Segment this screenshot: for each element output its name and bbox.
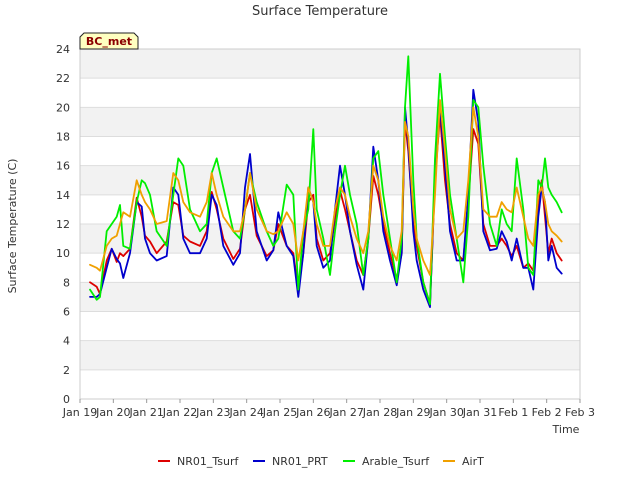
x-tick-label: Jan 23 <box>195 406 230 419</box>
x-tick-label: Jan 24 <box>228 406 263 419</box>
y-tick-label: 16 <box>56 160 70 173</box>
plot-frame <box>79 48 581 400</box>
x-tick-label: Jan 27 <box>328 406 363 419</box>
y-tick-label: 24 <box>56 43 70 56</box>
x-tick-label: Feb 2 <box>532 406 562 419</box>
legend-label: Arable_Tsurf <box>362 455 430 468</box>
background-band <box>80 136 580 166</box>
x-tick-label: Jan 25 <box>262 406 297 419</box>
x-tick-label: Feb 3 <box>565 406 595 419</box>
x-tick-label: Jan 19 <box>62 406 97 419</box>
x-tick-label: Jan 30 <box>428 406 463 419</box>
y-tick-label: 14 <box>56 189 70 202</box>
x-axis-label: Time <box>552 423 580 436</box>
chart-title: Surface Temperature <box>252 4 388 19</box>
background-band <box>80 107 580 137</box>
x-tick-label: Feb 1 <box>498 406 528 419</box>
y-tick-label: 10 <box>56 247 70 260</box>
y-tick-label: 0 <box>63 393 70 406</box>
x-tick-label: Jan 21 <box>128 406 163 419</box>
x-tick-label: Jan 29 <box>395 406 430 419</box>
x-tick-label: Jan 26 <box>295 406 330 419</box>
series-lines <box>89 55 563 309</box>
background-band <box>80 369 580 399</box>
y-tick-label: 8 <box>63 276 70 289</box>
x-tick-label: Jan 20 <box>95 406 130 419</box>
series-line-arable-tsurf <box>89 55 563 306</box>
y-tick-label: 18 <box>56 131 70 144</box>
x-tick-label: Jan 22 <box>162 406 197 419</box>
background-band <box>80 49 580 79</box>
background-band <box>80 311 580 341</box>
background-band <box>80 165 580 195</box>
y-tick-label: 4 <box>63 335 70 348</box>
background-band <box>80 194 580 224</box>
background-band <box>80 340 580 370</box>
legend-label: NR01_PRT <box>272 455 328 468</box>
legend: NR01_Tsurf NR01_PRT Arable_Tsurf AirT <box>158 455 484 468</box>
y-axis-label: Surface Temperature (C) <box>6 159 19 294</box>
y-tick-label: 20 <box>56 101 70 114</box>
y-tick-label: 2 <box>63 364 70 377</box>
x-tick-label: Jan 31 <box>462 406 497 419</box>
y-tick-label: 6 <box>63 306 70 319</box>
station-badge-box <box>79 32 139 50</box>
x-tick-label: Jan 28 <box>362 406 397 419</box>
y-tick-label: 22 <box>56 72 70 85</box>
legend-label: NR01_Tsurf <box>177 455 239 468</box>
station-badge: BC_met <box>79 32 139 50</box>
series-line-airt <box>89 99 563 276</box>
legend-label: AirT <box>462 455 484 468</box>
y-tick-label: 12 <box>56 218 70 231</box>
background-band <box>80 282 580 312</box>
station-badge-text: BC_met <box>86 35 132 48</box>
background-band <box>80 78 580 108</box>
